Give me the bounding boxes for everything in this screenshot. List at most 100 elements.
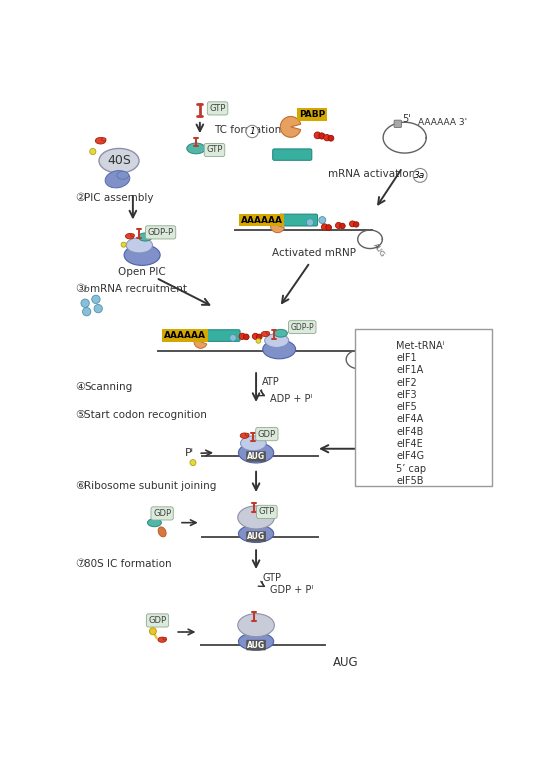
Text: ⑤: ⑤ [75,410,85,420]
Ellipse shape [126,238,153,253]
FancyBboxPatch shape [168,333,175,340]
Text: Pᴵ: Pᴵ [184,448,193,457]
Circle shape [314,132,321,139]
Ellipse shape [138,233,152,241]
Text: AUG: AUG [372,242,386,258]
Ellipse shape [95,137,106,144]
Circle shape [83,308,91,316]
FancyBboxPatch shape [280,214,318,226]
Ellipse shape [240,436,266,451]
Text: AAAAAA: AAAAAA [164,331,206,340]
Text: mRNA recruitment: mRNA recruitment [90,284,187,294]
Ellipse shape [374,367,378,370]
Ellipse shape [238,614,274,637]
Text: 3a: 3a [414,171,426,180]
Ellipse shape [238,506,274,529]
Text: Start codon recognition: Start codon recognition [84,410,207,420]
Wedge shape [280,116,301,137]
Text: eIF1A: eIF1A [396,365,424,375]
Text: ⑦: ⑦ [75,560,85,570]
Text: 40S: 40S [107,154,131,167]
Ellipse shape [105,170,130,188]
Circle shape [243,334,249,339]
Ellipse shape [125,233,134,239]
Ellipse shape [366,391,381,401]
Wedge shape [194,335,207,348]
Text: b: b [84,285,89,294]
Ellipse shape [102,138,106,141]
Ellipse shape [240,433,249,439]
Ellipse shape [117,171,129,179]
Text: PIC assembly: PIC assembly [84,194,154,204]
Text: AUG: AUG [247,452,265,461]
Circle shape [149,628,157,635]
Text: GDP: GDP [153,509,171,518]
Text: Ribosome subunit joining: Ribosome subunit joining [84,480,217,491]
Circle shape [370,477,376,482]
Text: TC formation: TC formation [214,125,281,135]
Ellipse shape [158,527,166,537]
Text: eIF3: eIF3 [396,390,417,400]
Ellipse shape [274,329,287,337]
Ellipse shape [245,433,249,436]
Text: GDP: GDP [258,429,276,439]
Circle shape [319,133,325,139]
Circle shape [246,126,258,138]
Circle shape [252,333,258,339]
Ellipse shape [264,333,288,347]
FancyBboxPatch shape [243,218,250,225]
Text: ⑥: ⑥ [75,480,85,491]
Wedge shape [368,439,378,450]
Text: Scanning: Scanning [84,382,132,392]
Text: GDP: GDP [149,616,167,625]
Text: ④: ④ [75,382,85,392]
Ellipse shape [148,518,162,527]
Text: GTP: GTP [206,146,222,154]
Text: 1: 1 [249,127,255,136]
Text: AUG: AUG [247,532,265,541]
Text: 5’ cap: 5’ cap [396,463,427,474]
Text: 60S: 60S [372,441,396,453]
Text: eIF5B: eIF5B [396,476,424,486]
Circle shape [230,335,236,341]
Text: AAAAAA: AAAAAA [240,215,282,225]
Text: GDP-P: GDP-P [148,228,174,237]
Text: ③: ③ [75,284,85,294]
Circle shape [335,222,342,229]
Circle shape [326,225,331,230]
Text: AUG: AUG [247,641,265,649]
Circle shape [256,339,260,343]
Circle shape [364,427,404,467]
FancyBboxPatch shape [366,453,381,460]
Circle shape [121,242,126,247]
Text: eIF5: eIF5 [396,402,417,412]
Circle shape [372,418,377,422]
Text: eIF2: eIF2 [396,377,417,388]
Text: eIF1: eIF1 [396,353,417,363]
Wedge shape [271,219,285,232]
Circle shape [239,333,245,339]
Ellipse shape [266,332,269,334]
Ellipse shape [239,525,274,542]
Ellipse shape [163,637,167,640]
Ellipse shape [369,367,377,373]
Ellipse shape [370,403,376,411]
Circle shape [306,219,314,226]
Text: AUG: AUG [333,656,359,670]
FancyBboxPatch shape [273,149,312,160]
Ellipse shape [131,234,134,236]
Text: PABP: PABP [299,110,325,119]
Circle shape [90,149,96,154]
Text: GTP: GTP [262,573,281,583]
Circle shape [370,355,376,361]
Text: 80S IC formation: 80S IC formation [84,560,172,570]
Text: AAAAAA 3': AAAAAA 3' [418,118,467,127]
Ellipse shape [99,149,139,173]
Ellipse shape [373,391,380,396]
Ellipse shape [261,332,269,336]
FancyBboxPatch shape [394,120,401,127]
Text: ②: ② [75,194,85,204]
Text: AUG: AUG [360,362,374,378]
Ellipse shape [124,245,160,265]
Text: GDP-P: GDP-P [291,322,314,332]
